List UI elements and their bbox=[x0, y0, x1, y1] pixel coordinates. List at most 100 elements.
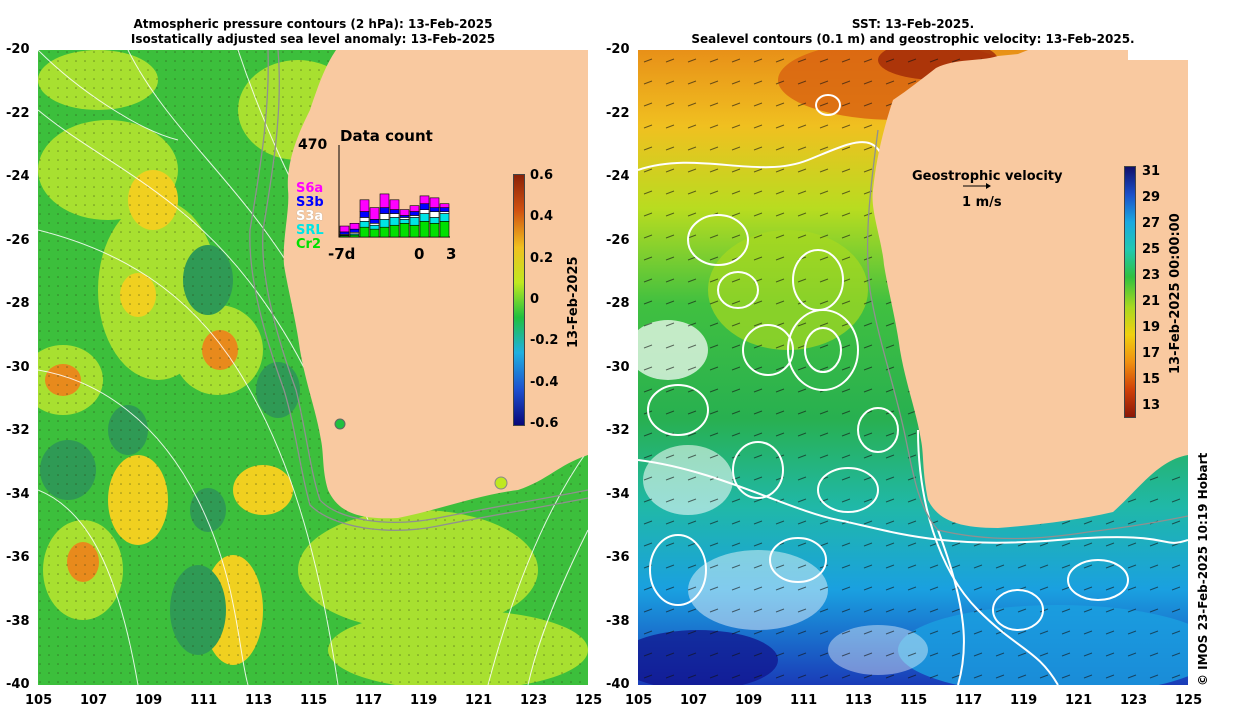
inset-bar-segment bbox=[379, 207, 390, 214]
latitude-tick-label: -22 bbox=[6, 105, 30, 121]
inset-bar-segment bbox=[429, 207, 440, 212]
longitude-tick-label: 125 bbox=[1175, 693, 1203, 708]
island-marker bbox=[334, 418, 346, 430]
colorbar-tick-label: 17 bbox=[1142, 346, 1161, 361]
inset-bar-segment bbox=[339, 231, 350, 235]
colorbar-tick-label: -0.2 bbox=[530, 333, 559, 349]
inset-bar-segment bbox=[379, 213, 390, 220]
inset-bar-segment bbox=[439, 213, 450, 222]
inset-bar-segment bbox=[419, 221, 430, 238]
latitude-tick-label: -34 bbox=[6, 486, 30, 502]
latitude-tick-label: -32 bbox=[606, 423, 630, 438]
inset-xlabel-end: 3 bbox=[446, 245, 457, 263]
left-colorbar bbox=[513, 174, 525, 426]
longitude-tick-label: 123 bbox=[520, 693, 548, 708]
inset-bar-segment bbox=[429, 197, 440, 208]
longitude-tick-label: 111 bbox=[190, 693, 218, 708]
imos-credit: © IMOS 23-Feb-2025 10:19 Hobart bbox=[1196, 452, 1210, 686]
colorbar-tick-label: 23 bbox=[1142, 268, 1161, 283]
inset-title: Data count bbox=[340, 127, 433, 145]
inset-bar-chart bbox=[338, 145, 450, 238]
longitude-tick-label: 117 bbox=[355, 693, 383, 708]
inset-bar-segment bbox=[389, 199, 400, 210]
inset-bar-segment bbox=[379, 219, 390, 228]
inset-bar-segment bbox=[419, 203, 430, 210]
island-marker bbox=[494, 476, 508, 490]
left-title-line1: Atmospheric pressure contours (2 hPa): 1… bbox=[133, 17, 493, 31]
latitude-tick-label: -24 bbox=[606, 169, 630, 184]
colorbar-tick-label: 27 bbox=[1142, 216, 1161, 231]
inset-legend-item: Cr2 bbox=[296, 237, 321, 252]
latitude-tick-label: -32 bbox=[6, 423, 30, 438]
inset-bar-segment bbox=[399, 219, 410, 224]
longitude-tick-label: 111 bbox=[790, 693, 818, 708]
colorbar-tick-label: 21 bbox=[1142, 294, 1161, 309]
latitude-tick-label: -28 bbox=[6, 296, 30, 311]
latitude-tick-label: -30 bbox=[6, 359, 30, 375]
colorbar-tick-label: 29 bbox=[1142, 190, 1161, 205]
colorbar-tick-label: 0.6 bbox=[530, 168, 554, 183]
latitude-tick-label: -24 bbox=[6, 169, 30, 184]
inset-bar-segment bbox=[349, 228, 360, 233]
latitude-tick-label: -38 bbox=[606, 613, 630, 629]
longitude-tick-label: 121 bbox=[465, 693, 493, 708]
latitude-tick-label: -40 bbox=[606, 677, 630, 692]
inset-bar-segment bbox=[429, 217, 440, 224]
longitude-tick-label: 107 bbox=[680, 693, 708, 708]
latitude-tick-label: -40 bbox=[6, 677, 30, 692]
colorbar-tick-label: 31 bbox=[1142, 164, 1161, 179]
inset-bar-segment bbox=[359, 211, 370, 218]
longitude-tick-label: 105 bbox=[25, 693, 53, 708]
latitude-tick-label: -30 bbox=[606, 359, 630, 375]
longitude-tick-label: 113 bbox=[845, 693, 873, 708]
inset-legend-item: S3a bbox=[296, 209, 324, 224]
isobaths-sst bbox=[866, 129, 1188, 540]
inset-xlabel-zero: 0 bbox=[414, 245, 425, 263]
inset-bar-segment bbox=[409, 217, 420, 226]
inset-bar-segment bbox=[429, 222, 440, 238]
longitude-tick-label: 119 bbox=[1010, 693, 1038, 708]
inset-bar-segment bbox=[369, 228, 380, 238]
inset-bar-segment bbox=[419, 195, 430, 205]
inset-bar-segment bbox=[339, 225, 350, 233]
left-colorbar-label: 13-Feb-2025 bbox=[566, 256, 581, 348]
longitude-tick-label: 109 bbox=[135, 693, 163, 708]
latitude-tick-label: -20 bbox=[606, 42, 630, 57]
map-corner-mask bbox=[1128, 50, 1188, 60]
inset-bar-segment bbox=[359, 199, 370, 212]
left-sea-level-anomaly-map bbox=[38, 50, 588, 685]
colorbar-tick-label: 0 bbox=[530, 292, 540, 307]
inset-bar-segment bbox=[389, 224, 400, 238]
inset-xlabel-start: -7d bbox=[328, 245, 356, 263]
inset-bar-segment bbox=[439, 203, 450, 208]
inset-bar-segment bbox=[399, 209, 410, 216]
inset-bar-segment bbox=[359, 226, 370, 238]
inset-bar-segment bbox=[399, 222, 410, 238]
longitude-tick-label: 109 bbox=[735, 693, 763, 708]
colorbar-tick-label: 0.2 bbox=[530, 250, 554, 266]
inset-bar-segment bbox=[409, 224, 420, 238]
velocity-legend-title: Geostrophic velocity bbox=[912, 169, 1063, 184]
latitude-tick-label: -34 bbox=[606, 486, 630, 502]
colorbar-tick-label: -0.6 bbox=[530, 416, 559, 431]
inset-bar-segment bbox=[419, 213, 430, 222]
longitude-tick-label: 105 bbox=[625, 693, 653, 708]
longitude-tick-label: 123 bbox=[1120, 693, 1148, 708]
latitude-tick-label: -22 bbox=[606, 105, 630, 121]
right-colorbar bbox=[1124, 166, 1136, 418]
inset-bar-segment bbox=[429, 211, 440, 218]
left-title-line2: Isostatically adjusted sea level anomaly… bbox=[130, 32, 496, 46]
longitude-tick-label: 113 bbox=[245, 693, 273, 708]
right-sst-map bbox=[638, 50, 1188, 685]
colorbar-tick-label: -0.4 bbox=[530, 374, 559, 390]
latitude-tick-label: -28 bbox=[606, 296, 630, 311]
australia-landmass-sst bbox=[872, 50, 1188, 528]
longitude-tick-label: 125 bbox=[575, 693, 603, 708]
velocity-scale-label: 1 m/s bbox=[962, 195, 1002, 210]
inset-bar-segment bbox=[369, 219, 380, 224]
inset-bar-segment bbox=[409, 205, 420, 212]
colorbar-tick-label: 25 bbox=[1142, 242, 1161, 257]
inset-bar-segment bbox=[369, 207, 380, 220]
inset-bar-segment bbox=[419, 209, 430, 214]
